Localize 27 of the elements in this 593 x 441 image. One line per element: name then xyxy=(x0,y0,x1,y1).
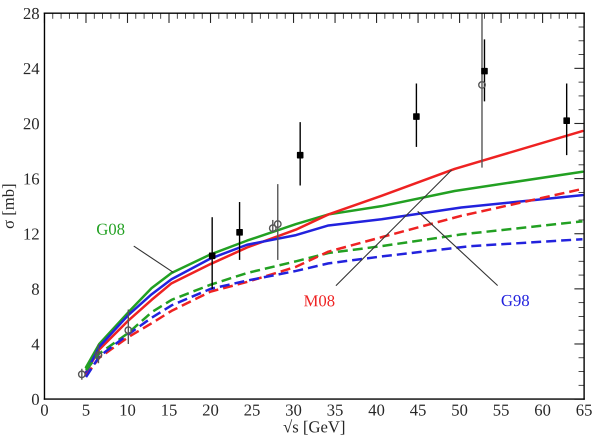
x-tick-label: 50 xyxy=(452,404,468,416)
y-tick-label: 12 xyxy=(24,228,39,240)
y-tick-label: 28 xyxy=(24,8,39,20)
x-tick-label: 15 xyxy=(162,404,177,416)
x-tick-label: 65 xyxy=(576,404,592,416)
annotation: M08 xyxy=(304,295,334,306)
x-tick-label: 20 xyxy=(202,404,218,416)
x-tick-label: 30 xyxy=(286,404,302,416)
x-tick-label: 45 xyxy=(410,404,426,416)
y-tick-label: 0 xyxy=(32,394,39,406)
x-tick-label: 35 xyxy=(328,404,343,416)
y-tick-label: 20 xyxy=(24,118,39,130)
y-tick-label: 4 xyxy=(32,338,40,350)
annotation: G98 xyxy=(502,294,530,306)
y-axis-title: σ [mb] xyxy=(2,184,16,228)
x-tick-label: 10 xyxy=(120,404,136,416)
x-tick-label: 5 xyxy=(82,404,90,416)
x-tick-label: 40 xyxy=(368,404,384,416)
x-tick-label: 0 xyxy=(40,404,48,416)
x-tick-label: 25 xyxy=(244,404,260,416)
y-tick-label: 24 xyxy=(24,63,40,74)
annotation: G08 xyxy=(96,224,124,235)
x-tick-label: 55 xyxy=(494,404,509,416)
x-axis-title: √s [GeV] xyxy=(284,419,344,435)
y-tick-label: 16 xyxy=(24,173,40,185)
x-tick-label: 60 xyxy=(534,404,550,416)
y-tick-label: 8 xyxy=(32,284,39,295)
